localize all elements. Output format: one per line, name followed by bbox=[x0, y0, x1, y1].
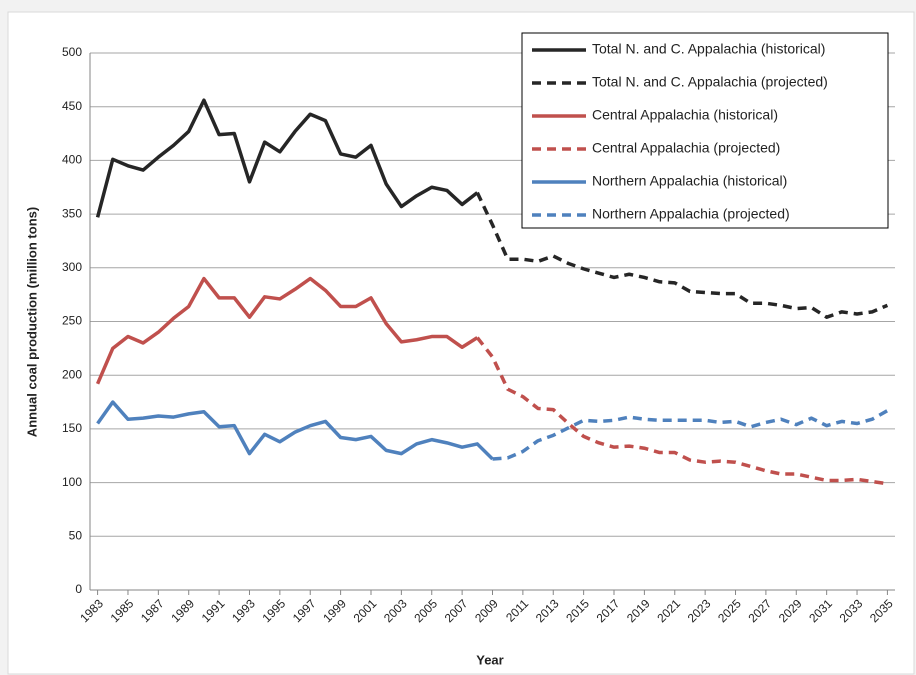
y-tick-label: 100 bbox=[62, 475, 82, 489]
series-line bbox=[475, 191, 889, 319]
y-tick-label: 250 bbox=[62, 314, 82, 328]
y-tick-label: 400 bbox=[62, 153, 82, 167]
series-line bbox=[95, 98, 479, 218]
legend: Total N. and C. Appalachia (historical) T… bbox=[521, 32, 889, 229]
legend-label: Total N. and C. Appalachia (historical) bbox=[592, 41, 825, 57]
y-tick-label: 0 bbox=[75, 582, 82, 596]
legend-box bbox=[521, 32, 889, 229]
y-tick-label: 50 bbox=[69, 528, 83, 542]
series-line bbox=[96, 400, 494, 461]
y-tick-label: 350 bbox=[62, 206, 82, 220]
y-axis-label: Annual coal production (million tons) bbox=[24, 207, 39, 437]
series-line bbox=[475, 336, 888, 486]
y-tick-label: 300 bbox=[62, 260, 82, 274]
series-line bbox=[95, 276, 479, 385]
legend-label: Central Appalachia (historical) bbox=[592, 107, 778, 123]
y-tick-label: 200 bbox=[62, 367, 82, 381]
y-tick-label: 150 bbox=[62, 421, 82, 435]
y-tick-label: 500 bbox=[62, 45, 82, 59]
legend-label: Central Appalachia (projected) bbox=[592, 140, 780, 156]
legend-label: Northern Appalachia (historical) bbox=[592, 173, 787, 189]
legend-label: Northern Appalachia (projected) bbox=[592, 206, 790, 222]
legend-label: Total N. and C. Appalachia (projected) bbox=[592, 74, 828, 90]
y-tick-label: 450 bbox=[62, 99, 82, 113]
x-axis-label: Year bbox=[476, 652, 503, 667]
